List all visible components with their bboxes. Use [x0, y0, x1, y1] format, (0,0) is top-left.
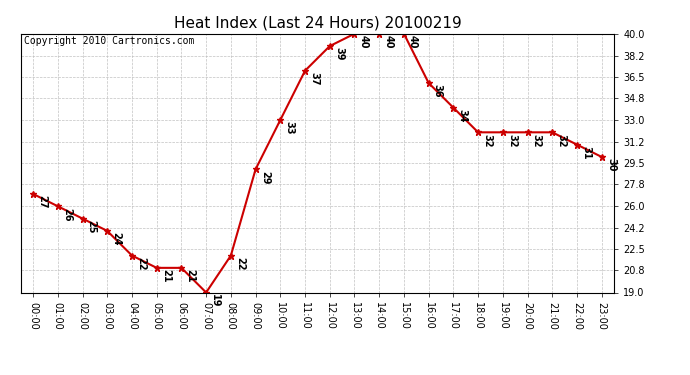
Text: 29: 29: [259, 171, 270, 184]
Text: 34: 34: [457, 109, 468, 123]
Text: 32: 32: [482, 134, 492, 147]
Text: 31: 31: [581, 146, 591, 159]
Text: Heat Index (Last 24 Hours) 20100219: Heat Index (Last 24 Hours) 20100219: [173, 15, 462, 30]
Text: 26: 26: [62, 208, 72, 221]
Text: 33: 33: [284, 122, 295, 135]
Text: 32: 32: [556, 134, 566, 147]
Text: 40: 40: [359, 35, 368, 49]
Text: 21: 21: [161, 269, 171, 283]
Text: 30: 30: [606, 158, 616, 172]
Text: 32: 32: [532, 134, 542, 147]
Text: 24: 24: [111, 232, 121, 246]
Text: 25: 25: [87, 220, 97, 234]
Text: 22: 22: [136, 257, 146, 270]
Text: 27: 27: [37, 195, 47, 209]
Text: 32: 32: [507, 134, 517, 147]
Text: Copyright 2010 Cartronics.com: Copyright 2010 Cartronics.com: [23, 36, 194, 46]
Text: 39: 39: [334, 48, 344, 61]
Text: 22: 22: [235, 257, 245, 270]
Text: 36: 36: [433, 84, 443, 98]
Text: 37: 37: [309, 72, 319, 86]
Text: 21: 21: [186, 269, 195, 283]
Text: 40: 40: [408, 35, 418, 49]
Text: 40: 40: [384, 35, 393, 49]
Text: 19: 19: [210, 294, 220, 307]
